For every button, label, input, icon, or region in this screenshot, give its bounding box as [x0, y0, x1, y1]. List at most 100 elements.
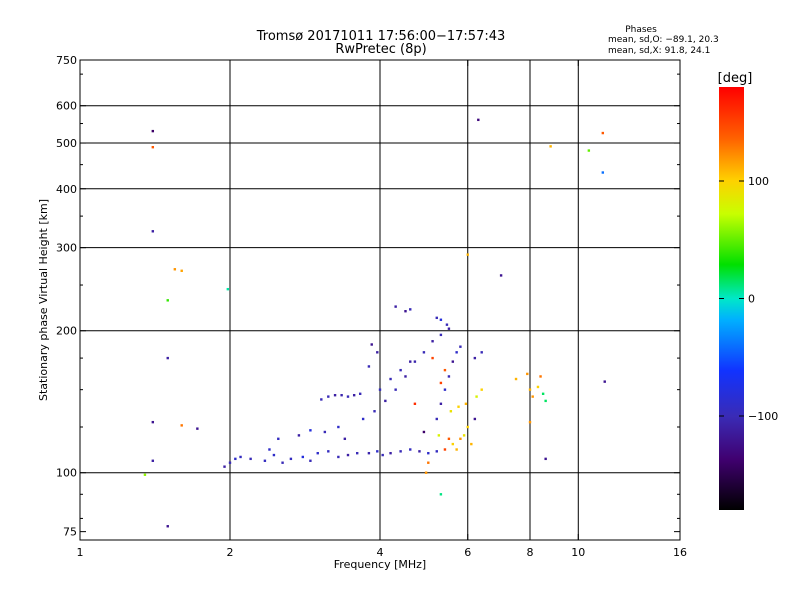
echo-point: [439, 333, 443, 337]
echo-point: [409, 360, 412, 363]
echo-point: [249, 457, 252, 461]
echo-point: [289, 457, 293, 461]
echo-point: [389, 451, 392, 455]
echo-point: [399, 368, 402, 372]
echo-point: [514, 377, 518, 381]
echo-point: [422, 351, 426, 354]
echo-point: [399, 450, 402, 453]
echo-point: [151, 459, 155, 462]
colorbar-tick-label: −100: [748, 410, 778, 423]
y-tick-label: 200: [56, 325, 77, 338]
echo-point: [337, 455, 340, 459]
echo-point: [340, 393, 343, 397]
echo-point: [180, 269, 183, 272]
x-tick-label: 8: [527, 546, 534, 559]
echo-point: [541, 392, 545, 395]
echo-point: [526, 372, 529, 376]
echo-point: [427, 461, 430, 464]
y-tick-label: 400: [56, 183, 77, 196]
echo-point: [309, 429, 312, 432]
echo-point: [439, 381, 443, 385]
echo-point: [277, 437, 280, 441]
echo-point: [439, 318, 443, 321]
y-tick-label: 500: [56, 137, 77, 150]
echo-point: [355, 451, 359, 455]
echo-point: [528, 420, 532, 424]
echo-point: [437, 434, 441, 437]
echo-point: [389, 377, 392, 381]
echo-point: [418, 450, 421, 453]
echo-point: [480, 351, 483, 354]
echo-point: [370, 343, 373, 346]
echo-point: [301, 455, 305, 459]
echo-point: [455, 351, 458, 354]
echo-point: [431, 340, 434, 343]
echo-point: [358, 392, 362, 395]
data-points: [143, 118, 606, 528]
echo-point: [480, 388, 483, 391]
echo-point: [378, 388, 382, 391]
echo-point: [234, 457, 237, 461]
echo-point: [320, 398, 323, 401]
echo-point: [459, 437, 462, 441]
echo-point: [166, 299, 169, 302]
echo-point: [151, 129, 155, 133]
echo-point: [473, 417, 477, 421]
echo-point: [457, 405, 460, 408]
x-axis-label: Frequency [MHz]: [334, 558, 426, 571]
echo-point: [376, 351, 379, 354]
echo-point: [223, 465, 226, 468]
echo-point: [539, 375, 542, 378]
echo-point: [226, 287, 230, 291]
echo-point: [352, 393, 356, 397]
echo-point: [427, 451, 430, 455]
echo-point: [239, 455, 242, 459]
x-tick-label: 1: [77, 546, 84, 559]
echo-point: [166, 356, 169, 360]
echo-point: [196, 427, 199, 430]
phases-o-stats: mean, sd,O: −89.1, 20.3: [608, 35, 719, 45]
y-tick-label: 600: [56, 100, 77, 113]
echo-point: [394, 305, 397, 308]
echo-point: [404, 310, 407, 313]
echo-point: [549, 145, 552, 148]
echo-point: [367, 451, 371, 455]
echo-point: [151, 230, 155, 233]
echo-point: [367, 365, 371, 368]
echo-point: [422, 430, 426, 434]
echo-point: [443, 388, 447, 391]
echo-point: [381, 453, 384, 457]
echo-point: [272, 453, 276, 457]
echo-point: [316, 451, 319, 455]
echo-point: [409, 308, 412, 311]
echo-point: [346, 395, 350, 398]
echo-point: [451, 360, 455, 363]
echo-point: [499, 274, 503, 277]
echo-point: [173, 268, 177, 271]
echo-point: [449, 410, 453, 413]
echo-point: [528, 388, 532, 391]
echo-point: [443, 368, 447, 372]
echo-point: [439, 493, 443, 496]
echo-point: [151, 145, 155, 149]
echo-point: [263, 459, 267, 462]
echo-point: [462, 434, 466, 437]
echo-point: [281, 461, 284, 464]
echo-point: [603, 380, 606, 383]
echo-point: [394, 388, 397, 391]
echo-point: [333, 393, 337, 397]
echo-point: [601, 131, 605, 135]
phases-heading: Phases: [625, 25, 657, 35]
x-tick-label: 2: [227, 546, 234, 559]
echo-point: [384, 399, 387, 403]
echo-point: [376, 450, 379, 453]
chart-subtitle: RwPretec (8p): [335, 42, 426, 57]
echo-point: [373, 410, 376, 413]
colorbar-unit-label: [deg]: [718, 71, 753, 86]
x-tick-label: 16: [673, 546, 687, 559]
y-axis-label: Stationary phase Virtual Height [km]: [37, 199, 50, 401]
echo-point: [409, 448, 412, 451]
echo-point: [439, 402, 443, 405]
echo-point: [470, 442, 473, 446]
